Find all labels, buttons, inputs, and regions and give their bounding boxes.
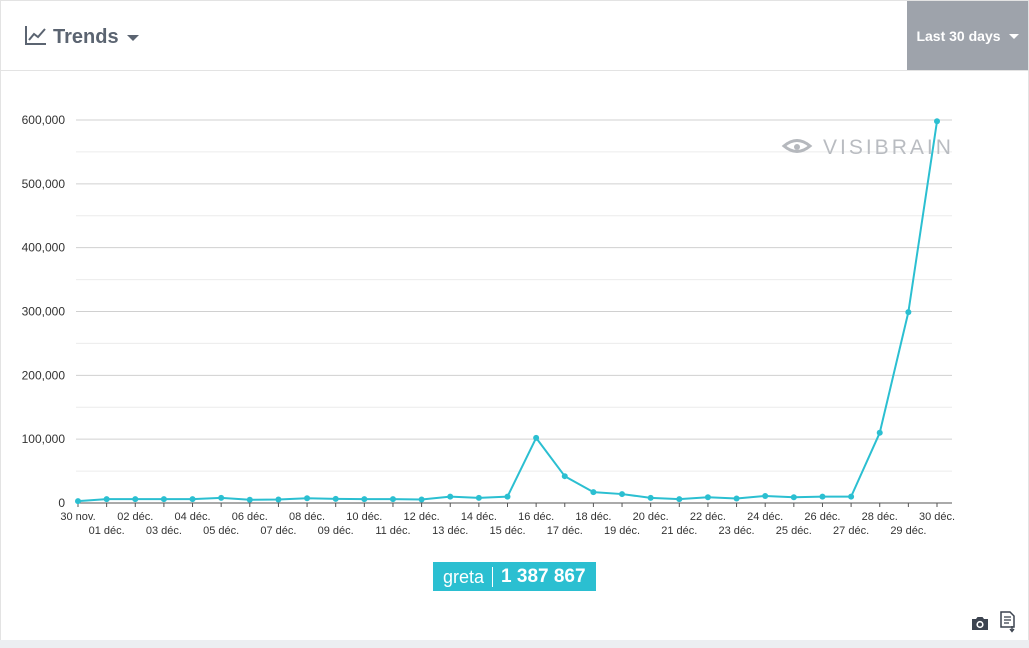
data-point [275,496,282,503]
y-tick-label: 600,000 [22,113,66,127]
data-point [132,496,139,503]
data-point [676,496,683,503]
data-point [819,493,826,500]
x-tick-label: 05 déc. [203,525,239,537]
x-tick-label: 04 déc. [174,511,210,523]
data-point [304,495,311,502]
x-tick-label: 08 déc. [289,511,325,523]
x-tick-label: 17 déc. [547,525,583,537]
eye-logo-icon [781,139,813,153]
x-tick-label: 22 déc. [690,511,726,523]
data-point [418,496,425,503]
date-range-label: Last 30 days [916,27,1001,44]
legend-series-name: greta [433,566,494,587]
data-point [790,494,797,501]
data-point [876,429,883,436]
data-point [447,493,454,500]
data-point [561,473,568,480]
y-tick-label: 0 [58,496,65,510]
x-tick-label: 06 déc. [232,511,268,523]
data-point [590,489,597,496]
x-tick-label: 11 déc. [375,525,410,537]
trends-title: Trends [53,25,119,48]
x-tick-label: 26 déc. [804,511,840,523]
data-point [504,493,511,500]
y-tick-label: 100,000 [22,432,66,446]
x-tick-label: 14 déc. [461,511,497,523]
panel-header: Trends Last 30 days [1,1,1028,71]
data-point [647,494,654,501]
data-point [848,493,855,500]
x-tick-label: 03 déc. [146,525,182,537]
x-tick-label: 15 déc. [489,525,525,537]
x-tick-label: 30 nov. [60,511,95,523]
x-tick-label: 16 déc. [518,511,554,523]
x-tick-label: 30 déc. [919,511,955,523]
legend-series-total: 1 387 867 [501,565,586,587]
x-tick-label: 01 déc. [89,525,125,537]
y-tick-label: 400,000 [22,241,66,255]
data-point [103,496,110,503]
x-tick-label: 13 déc. [432,525,468,537]
data-point [704,494,711,501]
x-tick-label: 02 déc. [117,511,153,523]
x-tick-label: 24 déc. [747,511,783,523]
x-tick-label: 25 déc. [776,525,812,537]
x-tick-label: 18 déc. [575,511,611,523]
x-tick-label: 09 déc. [318,525,354,537]
data-point [619,491,626,498]
data-point [160,496,167,503]
bottom-strip [0,640,1029,648]
data-point [934,118,940,125]
line-chart: 0 100,000 200,000 300,000 400,000 500,000 600,… [22,113,955,537]
chart-area: 0 100,000 200,000 300,000 400,000 500,000 600,… [1,71,1028,571]
data-point [762,492,769,499]
watermark-text: VISIBRAIN [823,136,954,159]
data-point [75,498,81,505]
legend-item-greta[interactable]: greta 1 387 867 [433,562,596,591]
x-tick-label: 28 déc. [862,511,898,523]
x-tick-label: 19 déc. [604,525,640,537]
watermark: VISIBRAIN [781,136,954,159]
data-point [189,496,196,503]
data-point [905,309,912,316]
x-tick-label: 20 déc. [633,511,669,523]
export-document-icon[interactable] [999,611,1017,638]
data-point [733,495,740,502]
data-point [246,496,253,503]
y-tick-label: 300,000 [22,305,66,319]
date-range-dropdown[interactable]: Last 30 days [907,1,1028,70]
chevron-down-icon [1008,33,1019,39]
data-point [533,434,540,441]
x-tick-label: 21 déc. [661,525,697,537]
y-tick-label: 500,000 [22,177,66,191]
camera-icon[interactable] [971,615,989,636]
data-point [389,496,396,503]
data-point [475,494,482,501]
x-tick-label: 23 déc. [719,525,755,537]
y-tick-label: 200,000 [22,368,66,382]
x-tick-label: 12 déc. [404,511,440,523]
data-point [361,496,368,503]
trends-dropdown[interactable]: Trends [25,23,139,51]
data-point [332,495,339,502]
x-tick-label: 07 déc. [260,525,296,537]
chevron-down-icon [126,35,139,41]
data-point [218,494,225,501]
x-tick-label: 10 déc. [346,511,382,523]
x-tick-label: 27 déc. [833,525,869,537]
x-tick-label: 29 déc. [890,525,926,537]
trends-icon [25,25,47,50]
